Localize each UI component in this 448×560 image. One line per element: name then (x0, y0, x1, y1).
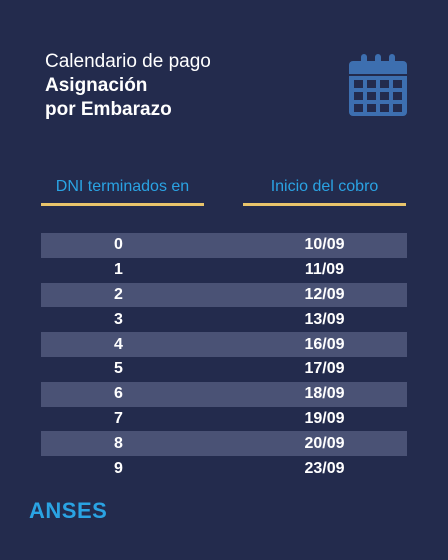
date-cell: 18/09 (304, 385, 345, 403)
dni-cell: 8 (114, 434, 123, 452)
date-cell: 13/09 (304, 310, 345, 328)
dni-cell: 2 (114, 285, 123, 303)
table-row: 2 12/09 (41, 282, 407, 308)
title-line-1: Calendario de pago (45, 51, 211, 72)
dni-cell: 3 (114, 310, 123, 328)
dni-cell: 1 (114, 261, 123, 279)
dni-cell: 7 (114, 409, 123, 427)
page-title: Calendario de pago Asignación por Embara… (45, 50, 211, 122)
table-row: 5 17/09 (41, 357, 407, 382)
date-cell: 23/09 (304, 459, 345, 477)
date-cell: 11/09 (304, 261, 345, 279)
dni-cell: 6 (114, 385, 123, 403)
title-line-2: Asignación (45, 75, 148, 96)
column-header-dni: DNI terminados en (55, 178, 190, 195)
table-row: 1 11/09 (41, 258, 407, 283)
table-row: 4 16/09 (41, 332, 407, 357)
title-line-3: por Embarazo (45, 99, 172, 120)
date-cell: 20/09 (304, 434, 345, 452)
column-header-start: Inicio del cobro (270, 178, 379, 195)
date-cell: 16/09 (304, 335, 345, 353)
date-cell: 17/09 (304, 360, 345, 378)
table-row: 6 18/09 (41, 381, 407, 407)
date-cell: 19/09 (304, 409, 345, 427)
header-underline-start (243, 203, 406, 206)
table-row: 7 19/09 (41, 407, 407, 432)
header-underline-dni (41, 203, 204, 206)
dni-cell: 5 (114, 360, 123, 378)
date-cell: 10/09 (304, 236, 345, 254)
dni-cell: 0 (114, 236, 123, 254)
calendar-icon (349, 54, 407, 116)
payment-table: 0 10/09 1 11/09 2 12/09 3 13/09 4 16/09 … (41, 233, 407, 481)
dni-cell: 4 (114, 335, 123, 353)
table-row: 9 23/09 (41, 456, 407, 481)
anses-logo: ANSES (29, 498, 108, 523)
dni-cell: 9 (114, 459, 123, 477)
table-row: 8 20/09 (41, 431, 407, 457)
date-cell: 12/09 (304, 285, 345, 303)
table-row: 3 13/09 (41, 307, 407, 332)
table-row: 0 10/09 (41, 233, 407, 258)
